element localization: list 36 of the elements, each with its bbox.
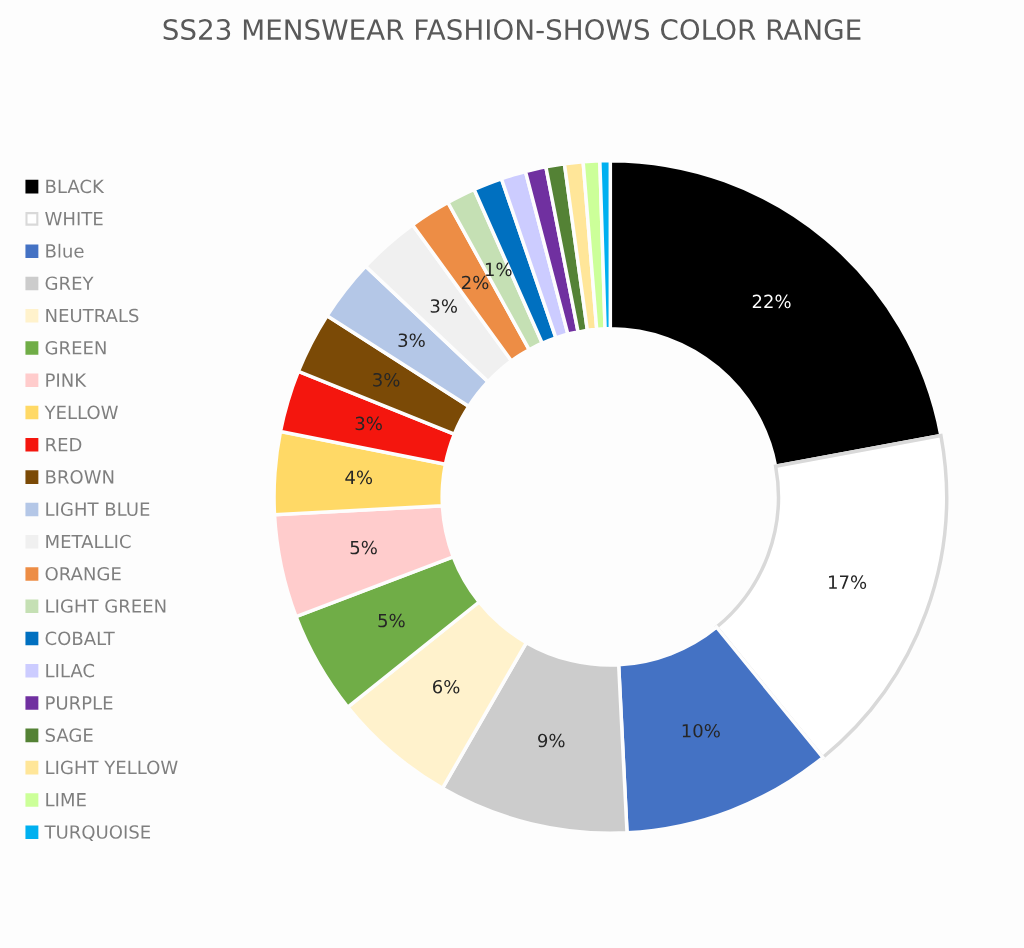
legend-label: LIGHT BLUE [46, 502, 150, 517]
data-label: 2% [462, 275, 489, 290]
data-label: 4% [345, 470, 373, 485]
legend-label: BROWN [46, 470, 114, 484]
data-label: 22% [752, 294, 791, 309]
legend-label: GREY [45, 276, 94, 291]
data-label: 10% [682, 723, 720, 738]
legend-label: WHITE [45, 212, 103, 226]
legend-label: GREEN [45, 340, 106, 355]
data-label: 3% [398, 333, 425, 348]
legend-label: SAGE [45, 728, 93, 742]
data-label: 3% [430, 299, 458, 313]
chart-title: SS23 MENSWEAR FASHION-SHOWS COLOR RANGE [163, 19, 861, 41]
legend-label: PINK [46, 373, 87, 387]
legend-label: NEUTRALS [46, 308, 139, 323]
legend-label: PURPLE [46, 696, 113, 710]
legend-label: BLACK [46, 179, 105, 194]
data-label: 3% [373, 372, 400, 387]
legend-label: YELLOW [44, 405, 118, 420]
data-label: 9% [538, 733, 565, 748]
data-label: 17% [829, 575, 867, 590]
legend-label: LIME [46, 793, 86, 807]
legend-label: Blue [46, 243, 84, 258]
data-label: 5% [350, 540, 377, 555]
legend-label: LIGHT GREEN [46, 599, 166, 613]
data-label: 1% [485, 262, 512, 277]
data-label: 6% [433, 679, 460, 694]
legend-label: ORANGE [45, 566, 121, 581]
legend-label: TURQUOISE [44, 825, 151, 841]
legend-label: METALLIC [46, 534, 131, 549]
legend-label: COBALT [45, 631, 115, 646]
legend-label: LILAC [46, 663, 95, 678]
legend-label: RED [46, 438, 82, 452]
legend-label: LIGHT YELLOW [46, 760, 178, 775]
data-label: 3% [355, 416, 382, 431]
data-label: 5% [378, 613, 405, 628]
